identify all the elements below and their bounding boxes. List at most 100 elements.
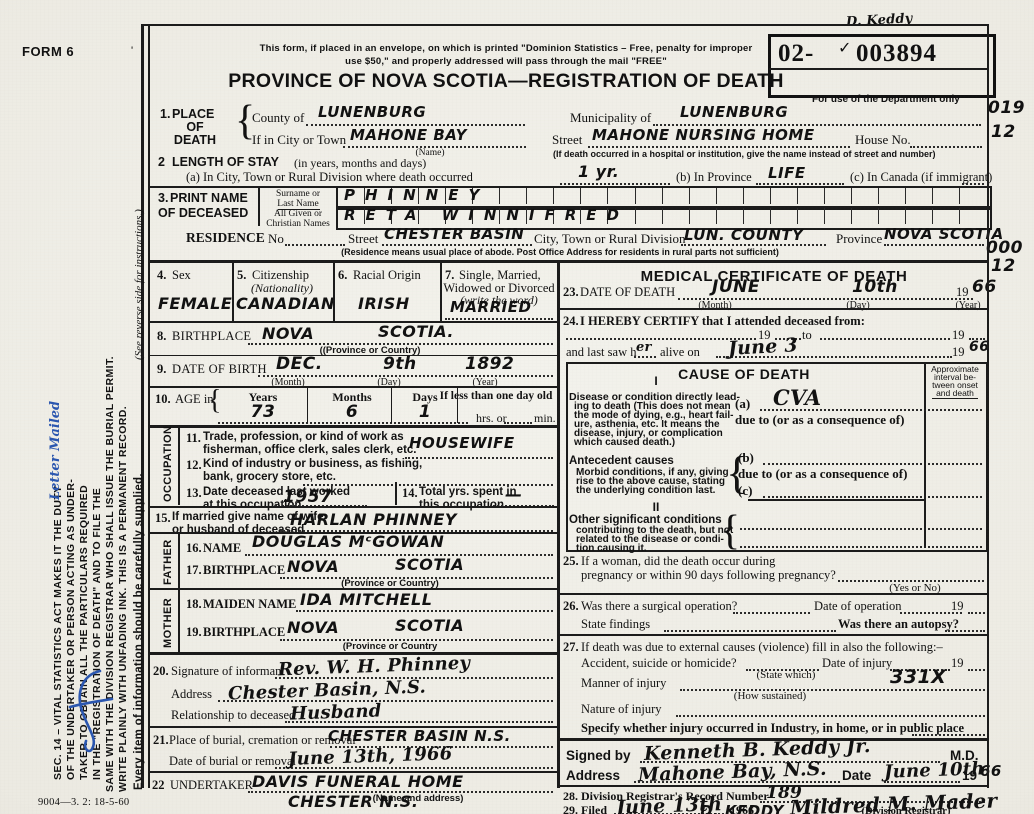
- street-dots: [588, 146, 850, 148]
- section5-label: Citizenship: [252, 268, 309, 282]
- registration-prefix: 02-: [778, 40, 815, 67]
- section26-findings-dots: [664, 630, 836, 632]
- item14-label-line2: this occupation: [419, 499, 504, 511]
- item18-label: MAIDEN NAME: [203, 597, 297, 611]
- interval-label-line3: tween onset: [932, 380, 978, 390]
- section27-manner-dots: [680, 689, 985, 691]
- divider-after-section10: [150, 425, 557, 428]
- section1-label-line1: PLACE: [172, 107, 215, 121]
- legend-line-1: SEC. 14 – VITAL STATISTICS ACT MAKES IT …: [52, 485, 64, 780]
- col-divider-5-6: [333, 263, 335, 321]
- item16-label: NAME: [203, 541, 242, 555]
- section7-label-line1: Single, Married,: [459, 268, 541, 282]
- item13-14-divider: [395, 482, 397, 505]
- section22-value: DAVIS FUNERAL HOME: [252, 772, 464, 791]
- section29-number: 29.: [563, 803, 578, 814]
- age-col-divider-1: [307, 388, 308, 423]
- section21-number: 21.: [153, 733, 169, 747]
- page-title: PROVINCE OF NOVA SCOTIA—REGISTRATION OF …: [228, 70, 784, 92]
- age-days-header: Days: [412, 390, 438, 404]
- cause-block1-line6: which caused death.): [574, 437, 676, 448]
- section10-label: AGE in: [175, 392, 214, 406]
- section9-year-value: 1892: [465, 354, 515, 374]
- vertical-divider-inner: [148, 26, 150, 788]
- item17-value-a: NOVA: [287, 557, 340, 576]
- item12-number: 12.: [186, 458, 202, 472]
- residence-street-label: Street: [348, 231, 379, 246]
- municipality-value: LUNENBURG: [680, 103, 789, 121]
- residence-division-label: City, Town or Rural Division: [534, 231, 686, 246]
- section9-number: 9.: [157, 362, 167, 376]
- section27-manner-value: 331X: [890, 666, 947, 688]
- residence-street-value: CHESTER BASIN: [384, 225, 525, 243]
- cause-block3-brace: {: [720, 508, 741, 554]
- top-margin-signature: D. Keddy: [845, 11, 913, 30]
- cause-dueto-2: due to (or as a consequence of): [738, 466, 908, 481]
- item19-value-b: SCOTIA: [395, 616, 465, 635]
- divider-after-mother: [150, 652, 557, 655]
- cause-block3-title: Other significant conditions: [569, 514, 722, 526]
- item24-number: 24.: [563, 314, 579, 328]
- item23-label: DATE OF DEATH: [580, 285, 676, 299]
- city-town-value: MAHONE BAY: [350, 126, 468, 144]
- signed-year19: 19: [962, 768, 978, 783]
- item16-dots: [245, 554, 553, 556]
- item12-label-line1: Kind of industry or business, as fishing…: [203, 458, 423, 470]
- section26-autopsy-label: Was there an autopsy?: [838, 617, 959, 631]
- item23-sub-year: (Year): [955, 300, 981, 311]
- section29-year-value: 1966: [730, 803, 754, 814]
- item17-label: BIRTHPLACE: [203, 563, 286, 577]
- section27-nature-label: Nature of injury: [581, 702, 662, 716]
- registration-check-mark: ✓: [838, 38, 852, 57]
- divider-after-section21: [150, 771, 557, 773]
- section26-dots: [733, 612, 810, 614]
- cause-other-dots-2: [740, 546, 922, 548]
- section28-dots: [760, 801, 985, 803]
- city-town-label: If in City or Town: [252, 132, 347, 147]
- roman-numeral-two: II: [652, 500, 660, 514]
- section7-dots: [445, 318, 553, 320]
- section1-label-line2: OF: [186, 120, 204, 134]
- item16-value: DOUGLAS MᶜGOWAN: [252, 532, 445, 551]
- section10-brace: {: [208, 385, 222, 416]
- residence-province-value: NOVA SCOTIA: [884, 225, 1004, 243]
- cause-block3-line2: contributing to the death, but not: [576, 525, 734, 536]
- form-number: FORM 6: [22, 44, 75, 59]
- cause-block1-line5: disease, injury, or complication: [574, 428, 723, 439]
- section6-label: Racial Origin: [353, 268, 421, 282]
- section26-autopsy-dots: [945, 630, 985, 632]
- roman-numeral-one: I: [654, 374, 658, 388]
- stay-c-dots: [962, 183, 984, 185]
- item24-19b-dots: [969, 338, 985, 340]
- section20-relationship-value: Husband: [289, 700, 382, 725]
- residence-label: RESIDENCE: [186, 230, 265, 245]
- house-no-label: House No.: [855, 132, 911, 147]
- age-col-divider-2: [391, 388, 392, 423]
- section21-label: Place of burial, cremation or removal: [169, 733, 356, 747]
- age-years-header: Years: [248, 390, 278, 404]
- occupation-side-label: OCCUPATION: [162, 425, 174, 502]
- city-town-sub-label: (Name): [415, 148, 445, 158]
- cause-of-death-heading: CAUSE OF DEATH: [678, 366, 810, 382]
- cause-block1-title: Disease or condition directly lead-: [569, 391, 740, 403]
- section5-value: CANADIAN: [236, 294, 335, 313]
- item12-dots: [303, 484, 553, 486]
- section7-value: MARRIED: [450, 298, 532, 316]
- section27-accident-label: Accident, suicide or homicide?: [581, 656, 737, 670]
- divider-after-item23: [560, 308, 988, 310]
- mother-side-label: MOTHER: [162, 597, 174, 648]
- legend-line-6: WRITE PLAINLY WITH UNFADING INK. THIS IS…: [117, 405, 129, 792]
- cause-block3-line4: tion causing it.: [576, 543, 647, 554]
- item24-lastsaw-year: 66: [969, 339, 990, 355]
- interval-col-divider: [924, 362, 926, 548]
- section20-number: 20.: [153, 664, 169, 678]
- section6-value: IRISH: [358, 294, 410, 313]
- section25-number: 25.: [563, 554, 579, 568]
- item23-month-value: JUNE: [712, 277, 760, 297]
- section27-place-dots: [912, 734, 985, 736]
- stay-b-value: LIFE: [768, 164, 806, 182]
- section1-label-line3: DEATH: [173, 133, 217, 147]
- section26-label: Was there a surgical operation?: [581, 599, 738, 613]
- section9-day-value: 9th: [383, 354, 417, 374]
- margin-note-12-top: 12: [991, 122, 1016, 142]
